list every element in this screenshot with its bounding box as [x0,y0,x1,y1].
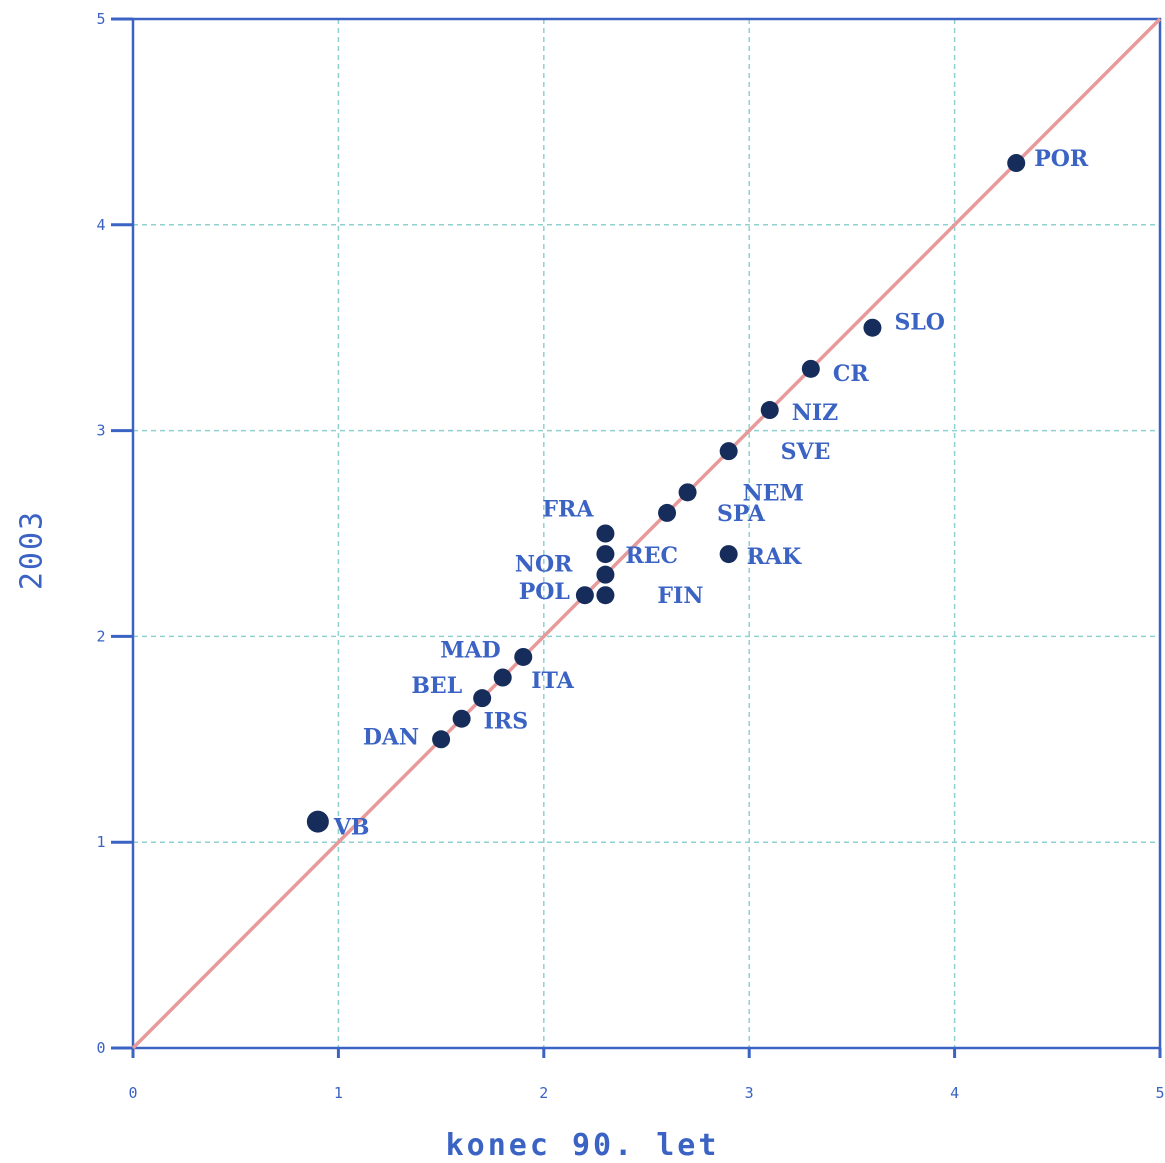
point-label-slo: SLO [894,310,945,336]
point-irs [452,709,471,728]
point-rak [719,545,738,564]
point-slo [863,318,882,337]
data-points [306,154,1026,833]
y-axis-label: 2003 [14,509,50,591]
point-label-ita: ITA [531,668,574,694]
x-tick-label-3: 3 [745,1084,754,1102]
x-tick-label-5: 5 [1155,1084,1164,1102]
y-tick-label-5: 5 [96,10,105,28]
x-tick-label-0: 0 [128,1084,137,1102]
point-sve [719,442,738,461]
point-pol [575,586,594,605]
point-label-mad: MAD [440,638,501,664]
point-cr [801,359,820,378]
point-label-irs: IRS [484,709,528,735]
point-rec [596,545,615,564]
axes [111,17,1162,1058]
y-tick-label-0: 0 [96,1039,105,1057]
y-tick-label-2: 2 [96,627,105,645]
y-tick-label-1: 1 [96,833,105,851]
point-label-niz: NIZ [792,400,838,426]
point-label-fra: FRA [542,497,594,523]
point-dan [432,730,451,749]
x-tick-label-1: 1 [334,1084,343,1102]
point-nor [596,565,615,584]
point-label-sve: SVE [781,439,831,465]
point-label-rec: REC [625,543,678,569]
point-mad [493,668,512,687]
point-niz [760,401,779,420]
point-ita [514,647,533,666]
point-label-rak: RAK [747,544,802,570]
point-label-pol: POL [519,579,570,605]
point-nem [678,483,697,502]
point-label-por: POR [1034,146,1089,172]
x-tick-label-4: 4 [950,1084,959,1102]
point-bel [473,689,492,708]
point-por [1007,154,1026,173]
tick-labels: 0 1 2 3 4 5 0 1 2 3 4 5 [96,10,1164,1102]
point-spa [658,503,677,522]
point-label-cr: CR [833,361,870,387]
point-label-spa: SPA [717,501,766,527]
point-label-nor: NOR [515,552,573,578]
reference-line [131,17,1162,1050]
point-label-dan: DAN [363,724,419,750]
x-tick-label-2: 2 [539,1084,548,1102]
point-fra [596,524,615,543]
y-tick-label-3: 3 [96,422,105,440]
point-label-nem: NEM [743,480,804,506]
plot-frame [131,17,1162,1050]
point-fin [596,586,615,605]
point-label-fin: FIN [657,583,703,609]
point-vb [306,810,329,833]
y-tick-label-4: 4 [96,216,105,234]
point-label-bel: BEL [411,673,462,699]
reference-line-group [131,17,1162,1050]
grid [133,19,1160,1048]
x-axis-label: konec 90. let [445,1128,720,1163]
point-label-vb: VB [333,815,370,841]
